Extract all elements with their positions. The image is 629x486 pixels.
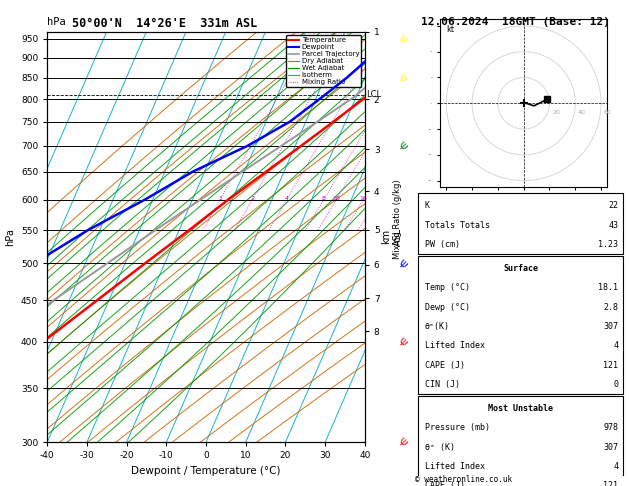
Text: © weatheronline.co.uk: © weatheronline.co.uk: [415, 475, 512, 484]
Text: $\Psi$: $\Psi$: [395, 256, 410, 271]
Text: 22: 22: [608, 202, 618, 210]
Text: 121: 121: [603, 361, 618, 370]
Text: 12.06.2024  18GMT (Base: 12): 12.06.2024 18GMT (Base: 12): [421, 17, 610, 27]
Text: Surface: Surface: [503, 264, 538, 273]
Text: 43: 43: [608, 221, 618, 230]
Text: LCL: LCL: [366, 90, 381, 99]
Text: 50°00'N  14°26'E  331m ASL: 50°00'N 14°26'E 331m ASL: [72, 17, 258, 30]
Text: Mixing Ratio (g/kg): Mixing Ratio (g/kg): [393, 179, 402, 259]
Text: CAPE (J): CAPE (J): [425, 481, 465, 486]
Text: Temp (°C): Temp (°C): [425, 283, 470, 293]
Text: $\Psi$: $\Psi$: [395, 334, 410, 349]
Text: 1: 1: [218, 196, 222, 201]
Text: $\Psi$: $\Psi$: [395, 435, 410, 450]
Text: CAPE (J): CAPE (J): [425, 361, 465, 370]
Text: 4: 4: [613, 462, 618, 471]
Bar: [418, 256, 623, 394]
Text: 0: 0: [613, 380, 618, 389]
Text: 40: 40: [578, 110, 586, 115]
Text: 1.23: 1.23: [598, 240, 618, 249]
Text: θᵉ(K): θᵉ(K): [425, 322, 450, 331]
Text: 18.1: 18.1: [598, 283, 618, 293]
Text: 2: 2: [250, 196, 254, 201]
Text: K: K: [425, 202, 430, 210]
Text: hPa: hPa: [47, 17, 66, 27]
X-axis label: Dewpoint / Temperature (°C): Dewpoint / Temperature (°C): [131, 466, 281, 476]
Text: Lifted Index: Lifted Index: [425, 462, 484, 471]
Bar: [418, 396, 623, 486]
Text: 307: 307: [603, 443, 618, 451]
Text: 121: 121: [603, 481, 618, 486]
Text: CIN (J): CIN (J): [425, 380, 460, 389]
Y-axis label: hPa: hPa: [5, 228, 15, 246]
Text: 4: 4: [613, 341, 618, 350]
Text: Most Unstable: Most Unstable: [488, 404, 553, 413]
Text: 20: 20: [552, 110, 560, 115]
Text: kt: kt: [446, 25, 454, 35]
Text: θᵉ (K): θᵉ (K): [425, 443, 455, 451]
Text: Dewp (°C): Dewp (°C): [425, 303, 470, 312]
Text: Totals Totals: Totals Totals: [425, 221, 489, 230]
Text: 60: 60: [604, 110, 611, 115]
Text: 978: 978: [603, 423, 618, 432]
Y-axis label: km
ASL: km ASL: [381, 228, 403, 246]
Text: $\Psi$: $\Psi$: [395, 139, 410, 153]
Text: $\Psi$: $\Psi$: [395, 70, 410, 85]
Text: 4: 4: [285, 196, 289, 201]
Text: 2.8: 2.8: [603, 303, 618, 312]
Text: Pressure (mb): Pressure (mb): [425, 423, 489, 432]
Text: $\Psi$: $\Psi$: [395, 32, 410, 46]
Text: 10: 10: [332, 196, 340, 201]
Text: PW (cm): PW (cm): [425, 240, 460, 249]
Text: Lifted Index: Lifted Index: [425, 341, 484, 350]
Bar: [418, 193, 623, 254]
Legend: Temperature, Dewpoint, Parcel Trajectory, Dry Adiabat, Wet Adiabat, Isotherm, Mi: Temperature, Dewpoint, Parcel Trajectory…: [286, 35, 361, 87]
Text: 8: 8: [322, 196, 326, 201]
Text: 16: 16: [360, 196, 367, 201]
Text: 307: 307: [603, 322, 618, 331]
